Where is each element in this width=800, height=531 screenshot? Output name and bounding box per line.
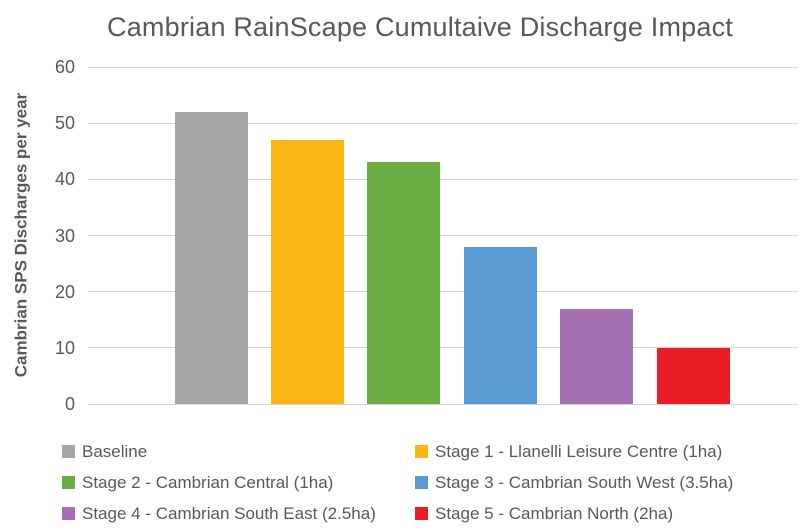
- legend-swatch-icon: [62, 445, 75, 458]
- legend-item-3: Stage 3 - Cambrian South West (3.5ha): [415, 472, 782, 493]
- bar-baseline-0: [174, 111, 248, 404]
- legend-item-1: Stage 1 - Llanelli Leisure Centre (1ha): [415, 441, 782, 462]
- legend-swatch-icon: [62, 476, 75, 489]
- legend-label: Stage 5 - Cambrian North (2ha): [435, 504, 674, 523]
- legend: Baseline Stage 1 - Llanelli Leisure Centr…: [62, 441, 782, 524]
- y-tick-label-60: 60: [54, 57, 75, 77]
- legend-label: Stage 2 - Cambrian Central (1ha): [82, 473, 334, 492]
- legend-label: Stage 1 - Llanelli Leisure Centre (1ha): [435, 442, 723, 461]
- y-tick-label-10: 10: [54, 337, 75, 358]
- y-tick-label-40: 40: [54, 169, 75, 190]
- gridline-40: [88, 178, 798, 180]
- gridline-20: [88, 291, 798, 293]
- legend-item-5: Stage 5 - Cambrian North (2ha): [415, 503, 782, 524]
- bar-stage-1: [270, 140, 344, 404]
- gridline-0: [88, 403, 798, 405]
- legend-swatch-icon: [415, 445, 428, 458]
- legend-item-2: Stage 2 - Cambrian Central (1ha): [62, 472, 415, 493]
- bar-stage-2: [367, 162, 441, 404]
- gridline-30: [88, 235, 798, 236]
- legend-label: Stage 4 - Cambrian South East (2.5ha): [82, 504, 376, 523]
- plot-area: [88, 66, 798, 405]
- legend-item-4: Stage 4 - Cambrian South East (2.5ha): [62, 503, 415, 524]
- legend-label: Baseline: [82, 442, 148, 461]
- gridline-10: [88, 347, 798, 349]
- y-tick-label-30: 30: [54, 225, 75, 246]
- legend-swatch-icon: [62, 507, 75, 520]
- y-tick-label-20: 20: [54, 281, 75, 302]
- legend-swatch-icon: [415, 507, 428, 520]
- bar-stage-5: [656, 347, 730, 404]
- y-tick-label-50: 50: [54, 113, 75, 134]
- y-tick-label-0: 0: [64, 394, 75, 414]
- legend-label: Stage 3 - Cambrian South West (3.5ha): [435, 473, 734, 492]
- bar-stage-4: [560, 308, 634, 404]
- gridline-60: [88, 66, 798, 68]
- legend-swatch-icon: [415, 476, 428, 489]
- bar-stage-3: [463, 246, 537, 404]
- chart-title: Cambrian RainScape Cumultaive Discharge …: [107, 12, 733, 42]
- gridline-50: [88, 122, 798, 124]
- legend-item-0: Baseline: [62, 441, 415, 462]
